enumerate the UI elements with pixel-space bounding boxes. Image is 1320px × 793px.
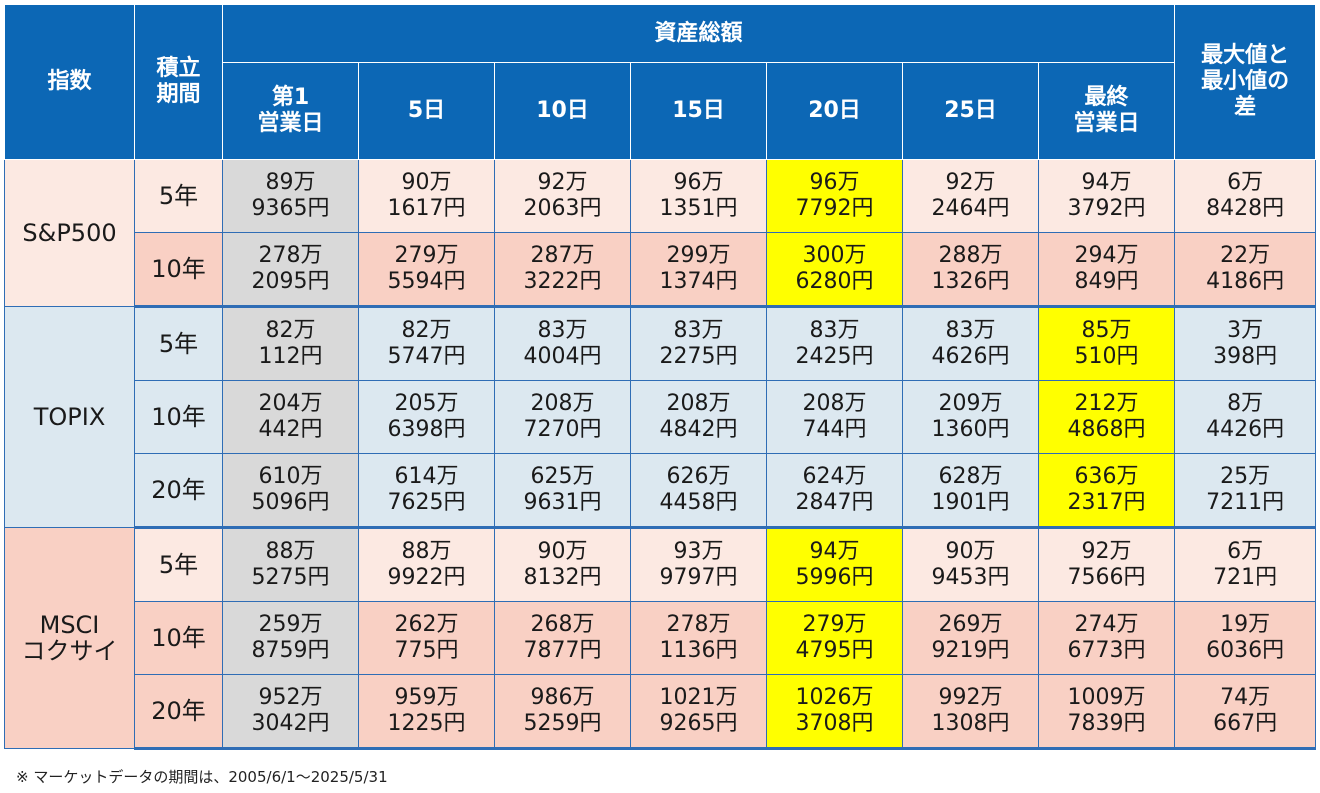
value-cell: 208万 7270円 [494, 380, 631, 454]
period-cell: 10年 [134, 601, 223, 675]
value-cell: 96万 1351円 [630, 159, 767, 233]
header-period: 積立 期間 [134, 4, 223, 160]
value-cell: 90万 8132円 [494, 527, 631, 602]
period-cell: 5年 [134, 306, 223, 381]
value-cell: 92万 7566円 [1037, 527, 1176, 602]
value-cell: 205万 6398円 [358, 380, 495, 454]
value-cell: 952万 3042円 [222, 674, 359, 750]
table-row: TOPIX 5年 82万 112円 82万 5747円 83万 4004円 83万 227… [4, 306, 1317, 528]
diff-cell: 6万 8428円 [1174, 159, 1317, 233]
value-cell: 626万 4458円 [630, 453, 767, 529]
table-row: 10年 204万 442円 205万 6398円 208万 7270円 208万 484… [5, 380, 1317, 454]
value-cell: 628万 1901円 [902, 453, 1039, 529]
value-cell: 992万 1308円 [902, 674, 1039, 750]
value-cell: 959万 1225円 [358, 674, 495, 750]
header-day-1: 5日 [358, 62, 495, 160]
footnote: ※ マーケットデータの期間は、2005/6/1〜2025/5/31 [16, 768, 388, 786]
value-cell: 92万 2063円 [494, 159, 631, 233]
value-cell: 83万 2275円 [630, 306, 767, 381]
index-name-cell: S&P500 [4, 159, 135, 307]
table-row: S&P500 5年 89万 9365円 90万 1617円 92万 2063円 96万 1… [4, 159, 1317, 307]
value-cell: 625万 9631円 [494, 453, 631, 529]
value-cell: 986万 5259円 [494, 674, 631, 750]
value-cell: 208万 4842円 [630, 380, 767, 454]
value-cell: 294万 849円 [1037, 232, 1176, 308]
value-cell: 82万 112円 [222, 306, 359, 381]
value-cell-max: 279万 4795円 [766, 601, 903, 675]
value-cell: 90万 9453円 [902, 527, 1039, 602]
value-cell-max: 1026万 3708円 [766, 674, 903, 750]
value-cell: 204万 442円 [222, 380, 359, 454]
asset-comparison-table: 指数 積立 期間 資産総額 最大値と 最小値の 差 第1 営業日 5日 10日 15日… [4, 4, 1317, 750]
index-name-cell: TOPIX [4, 306, 135, 528]
value-cell: 82万 5747円 [358, 306, 495, 381]
value-cell: 93万 9797円 [630, 527, 767, 602]
diff-cell: 8万 4426円 [1174, 380, 1317, 454]
header-total-assets: 資産総額 [221, 4, 1176, 63]
diff-cell: 22万 4186円 [1174, 232, 1317, 308]
value-cell: 1009万 7839円 [1037, 674, 1176, 750]
header-day-3: 15日 [630, 62, 767, 160]
value-cell: 278万 1136円 [630, 601, 767, 675]
value-cell-max: 96万 7792円 [766, 159, 903, 233]
table-row: 10年 278万 2095円 279万 5594円 287万 3222円 299万 13… [5, 232, 1317, 308]
period-cell: 5年 [134, 527, 223, 602]
value-cell-max: 85万 510円 [1037, 306, 1176, 381]
table-row: 10年 259万 8759円 262万 775円 268万 7877円 278万 113… [5, 601, 1317, 675]
value-cell: 259万 8759円 [222, 601, 359, 675]
header-day-6: 最終 営業日 [1037, 62, 1176, 160]
header-day-4: 20日 [766, 62, 903, 160]
value-cell: 299万 1374円 [630, 232, 767, 308]
value-cell: 279万 5594円 [358, 232, 495, 308]
diff-cell: 25万 7211円 [1174, 453, 1317, 529]
value-cell: 268万 7877円 [494, 601, 631, 675]
table-row: MSCI コクサイ 5年 88万 5275円 88万 9922円 90万 8132円 93… [4, 527, 1317, 749]
value-cell: 83万 4626円 [902, 306, 1039, 381]
value-cell: 90万 1617円 [358, 159, 495, 233]
value-cell: 83万 4004円 [494, 306, 631, 381]
period-cell: 10年 [134, 380, 223, 454]
value-cell: 88万 9922円 [358, 527, 495, 602]
value-cell: 94万 3792円 [1037, 159, 1176, 233]
value-cell: 88万 5275円 [222, 527, 359, 602]
period-cell: 10年 [134, 232, 223, 308]
index-name-cell: MSCI コクサイ [4, 527, 135, 749]
value-cell: 278万 2095円 [222, 232, 359, 308]
header-day-5: 25日 [902, 62, 1039, 160]
value-cell: 83万 2425円 [766, 306, 903, 381]
value-cell: 209万 1360円 [902, 380, 1039, 454]
value-cell: 89万 9365円 [222, 159, 359, 233]
value-cell: 614万 7625円 [358, 453, 495, 529]
diff-cell: 19万 6036円 [1174, 601, 1317, 675]
value-cell: 208万 744円 [766, 380, 903, 454]
period-cell: 5年 [134, 159, 223, 233]
value-cell-max: 300万 6280円 [766, 232, 903, 308]
header-day-0: 第1 営業日 [222, 62, 359, 160]
header-diff: 最大値と 最小値の 差 [1174, 4, 1317, 160]
diff-cell: 6万 721円 [1174, 527, 1317, 602]
value-cell: 624万 2847円 [766, 453, 903, 529]
value-cell: 269万 9219円 [902, 601, 1039, 675]
value-cell: 610万 5096円 [222, 453, 359, 529]
value-cell-max: 212万 4868円 [1037, 380, 1176, 454]
value-cell: 287万 3222円 [494, 232, 631, 308]
header-day-2: 10日 [494, 62, 631, 160]
period-cell: 20年 [134, 674, 223, 750]
value-cell-max: 636万 2317円 [1037, 453, 1176, 529]
diff-cell: 74万 667円 [1174, 674, 1317, 750]
value-cell: 92万 2464円 [902, 159, 1039, 233]
period-cell: 20年 [134, 453, 223, 529]
value-cell: 274万 6773円 [1037, 601, 1176, 675]
header-index: 指数 [4, 4, 135, 160]
value-cell-max: 94万 5996円 [766, 527, 903, 602]
diff-cell: 3万 398円 [1174, 306, 1317, 381]
table-row: 20年 952万 3042円 959万 1225円 986万 5259円 1021万 9… [5, 674, 1317, 750]
value-cell: 262万 775円 [358, 601, 495, 675]
value-cell: 1021万 9265円 [630, 674, 767, 750]
value-cell: 288万 1326円 [902, 232, 1039, 308]
table-row: 20年 610万 5096円 614万 7625円 625万 9631円 626万 44… [5, 453, 1317, 529]
